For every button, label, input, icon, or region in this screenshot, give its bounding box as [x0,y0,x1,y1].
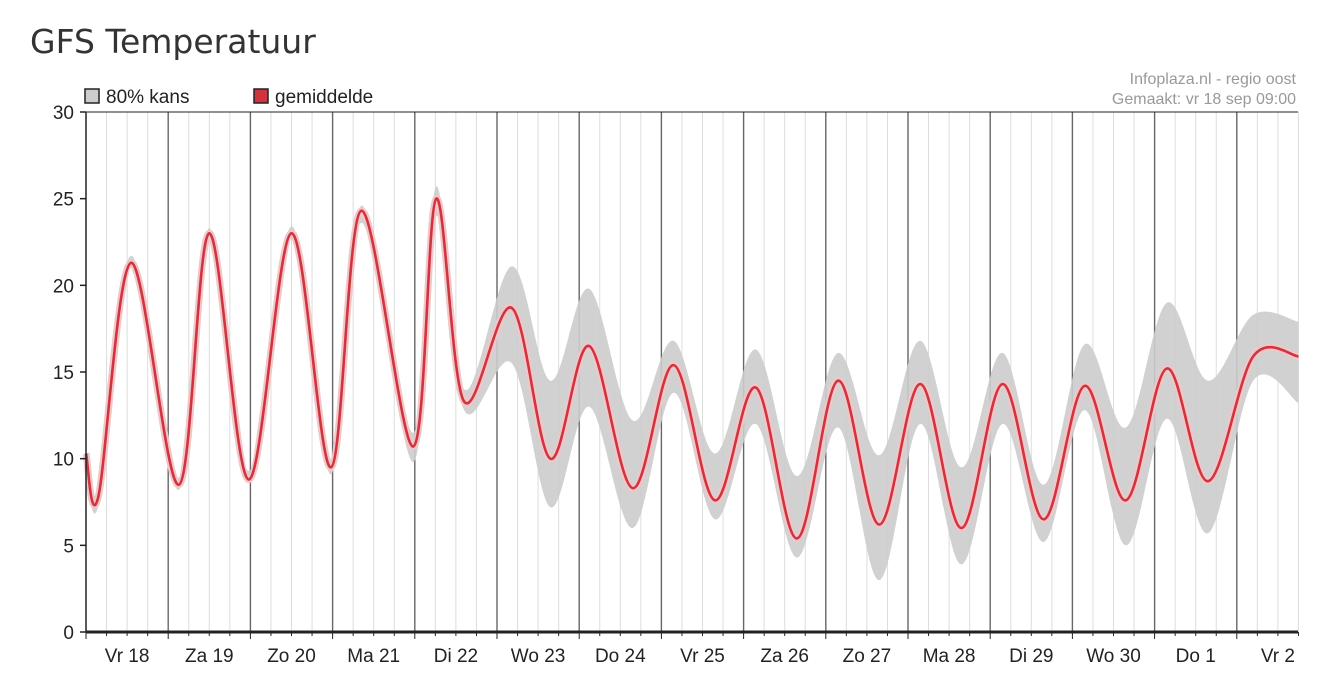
legend-label-band: 80% kans [106,87,189,108]
x-tick-label: Vr 25 [680,646,725,667]
y-tick-label: 10 [53,450,74,471]
x-tick-label: Wo 30 [1086,646,1141,667]
credit-created: Gemaakt: vr 18 sep 09:00 [1112,91,1296,108]
x-tick-label: Ma 28 [923,646,976,667]
x-tick-label: Di 22 [434,646,478,667]
x-tick-label: Do 24 [595,646,646,667]
axis-layer: 0 5 10 15 20 25 30 Vr 18 Za 19 Zo 20 Ma 21 Di 22 Wo … [53,103,1299,667]
y-tick-label: 0 [63,623,74,644]
mean-line [84,197,1299,540]
x-tick-label: Zo 27 [843,646,892,667]
y-tick-label: 20 [53,276,74,297]
page-title: GFS Temperatuur [30,22,316,61]
x-tick-label: Za 19 [185,646,234,667]
y-tick-label: 15 [53,363,74,384]
legend-swatch-band [84,88,100,104]
grid-layer [106,112,1299,632]
x-tick-label: Do 1 [1176,646,1216,667]
x-tick-label: Vr 2 [1261,646,1295,667]
legend-label-mean: gemiddelde [275,87,373,108]
x-tick-label: Zo 20 [267,646,316,667]
x-tick-label: Di 29 [1009,646,1053,667]
line-layer [82,195,1300,542]
y-tick-label: 30 [53,103,74,124]
y-tick-label: 25 [53,190,74,211]
x-tick-label: Ma 21 [347,646,400,667]
x-tick-label: Za 26 [760,646,809,667]
y-tick-label: 5 [63,536,74,557]
legend-swatch-mean [253,88,269,104]
x-tick-label: Wo 23 [511,646,566,667]
x-tick-label: Vr 18 [105,646,150,667]
credit-source: Infoplaza.nl - regio oost [1130,71,1297,88]
legend: 80% kans gemiddelde [84,87,373,108]
